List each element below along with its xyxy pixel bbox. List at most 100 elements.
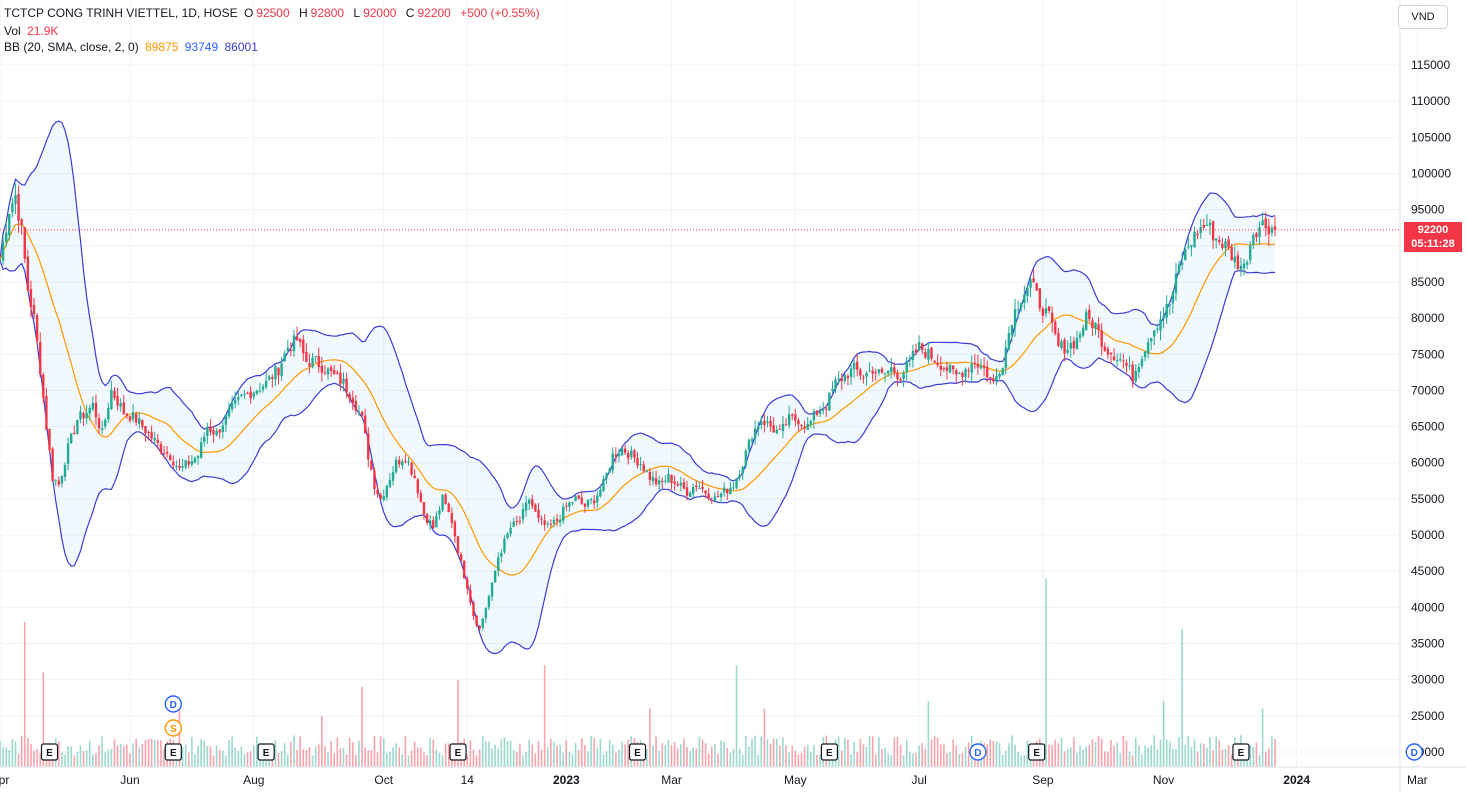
candle (1100, 323, 1103, 356)
earnings-marker[interactable]: E (40, 743, 59, 761)
legend-volume-row[interactable]: Vol 21.9K (4, 24, 61, 38)
candle-body (1122, 360, 1125, 362)
candle (1115, 353, 1119, 367)
volume-bar (661, 743, 664, 767)
dividend-marker[interactable]: D (1405, 743, 1423, 761)
dividend-marker[interactable]: D (164, 695, 183, 713)
candle-body (735, 478, 738, 488)
volume-bar (986, 744, 988, 767)
volume-bar (231, 736, 233, 767)
earnings-marker[interactable]: E (257, 743, 275, 761)
candle (1035, 282, 1038, 291)
volume-bar (775, 738, 778, 767)
x-tick-label: Aug (243, 773, 264, 787)
volume-bar (952, 739, 954, 767)
candle-body (914, 349, 918, 353)
volume-bar (472, 749, 475, 767)
candle-body (209, 426, 212, 432)
split-marker[interactable]: S (164, 719, 183, 737)
volume-bar (1230, 754, 1233, 767)
candle (506, 532, 509, 540)
candle-body (357, 411, 361, 413)
volume-bar (590, 735, 592, 767)
candle (1066, 340, 1069, 356)
candle (1069, 335, 1072, 358)
volume-bar (936, 737, 939, 767)
candle-body (100, 428, 104, 431)
candle (360, 410, 364, 419)
volume-bar (673, 741, 676, 767)
candle-body (633, 450, 636, 458)
volume-bar (330, 741, 332, 767)
candle (942, 366, 946, 372)
candle-body (459, 554, 463, 561)
candle-body (472, 602, 475, 616)
candle (908, 355, 912, 367)
candle (203, 432, 206, 447)
volume-bar (655, 736, 657, 767)
candle-body (1215, 238, 1218, 241)
candle-body (930, 347, 933, 359)
candle (348, 391, 351, 404)
candle (701, 480, 704, 493)
volume-bar (704, 743, 707, 767)
candle-body (791, 414, 794, 416)
candle-body (992, 378, 995, 382)
candle (1078, 331, 1082, 343)
candle-body (413, 475, 416, 479)
candle-body (896, 373, 899, 379)
candle (156, 434, 160, 450)
y-tick-label: 70000 (1411, 383, 1445, 397)
candle-body (398, 460, 401, 465)
candle (791, 412, 794, 421)
volume-bar (512, 750, 515, 767)
candle-body (354, 400, 358, 411)
dividend-marker[interactable]: D (969, 743, 987, 761)
candle (1038, 288, 1042, 312)
earnings-marker[interactable]: E (820, 743, 838, 761)
candle (1054, 320, 1057, 336)
earnings-marker[interactable]: E (449, 743, 467, 761)
candle (428, 514, 432, 531)
candle (982, 357, 986, 377)
candle-body (1001, 368, 1004, 375)
candle (1171, 291, 1175, 314)
candle (1010, 324, 1014, 342)
low-value: 92000 (363, 6, 397, 20)
volume-bar (416, 747, 419, 767)
candle (1060, 338, 1063, 350)
volume-bar (1125, 740, 1128, 767)
candle-body (363, 415, 367, 434)
volume-bar (101, 736, 103, 767)
candle (586, 499, 590, 510)
volume-bar (509, 740, 512, 767)
earnings-marker[interactable]: E (164, 743, 182, 761)
candle (670, 474, 673, 490)
candle (874, 368, 877, 381)
candle (837, 370, 840, 385)
volume-bar (1268, 748, 1270, 767)
volume-bar (748, 746, 750, 767)
candle-body (924, 351, 927, 358)
candle (722, 482, 726, 497)
candle-body (586, 499, 590, 507)
candle-body (249, 391, 252, 399)
volume-bar (1110, 739, 1112, 767)
candle-body (466, 579, 469, 590)
earnings-marker[interactable]: E (1232, 743, 1250, 761)
earnings-marker[interactable]: E (1028, 743, 1046, 761)
candle (370, 459, 373, 471)
candle-body (360, 411, 364, 416)
volume-bar (1085, 746, 1088, 767)
candle (490, 582, 494, 602)
candle-body (252, 392, 255, 397)
candle-body (1245, 262, 1249, 265)
candle-body (1103, 346, 1106, 351)
candle-body (51, 448, 54, 481)
legend-bb-row[interactable]: BB (20, SMA, close, 2, 0) 89875 93749 86… (4, 40, 261, 54)
symbol-name[interactable]: TCTCP CONG TRINH VIETTEL, 1D, HOSE (4, 6, 238, 20)
currency-button[interactable]: VND (1398, 5, 1448, 29)
earnings-marker[interactable]: E (628, 743, 647, 761)
volume-bar (958, 754, 961, 767)
